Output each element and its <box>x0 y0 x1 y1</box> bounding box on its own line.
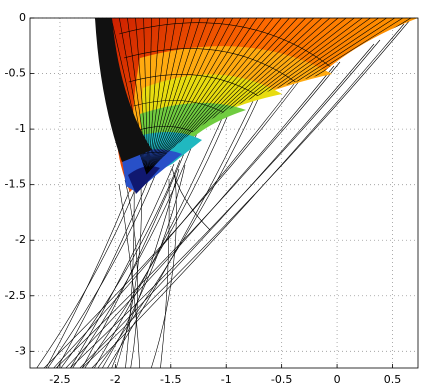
mesh-line <box>118 183 141 368</box>
mesh-line <box>81 128 195 368</box>
y-tick-label: -2 <box>15 233 26 246</box>
x-tick-label: 0 <box>334 373 341 386</box>
surface-wires <box>36 19 411 368</box>
mesh-line <box>147 18 161 179</box>
mesh-line <box>147 18 258 179</box>
surface-band <box>128 166 160 194</box>
ticks: -2.5 -2 -1.5 -1 -0.5 0 0.5 0 -0.5 -1 -1.5 -2 -2.5 -3 <box>5 11 402 386</box>
x-tick-label: -0.5 <box>271 373 292 386</box>
mesh-line <box>65 65 335 368</box>
x-tick-label: -2.5 <box>49 373 70 386</box>
x-tick-label: 0.5 <box>384 373 402 386</box>
mesh-line <box>147 18 201 179</box>
mesh-line <box>69 39 381 368</box>
y-tick-label: -1.5 <box>5 178 26 191</box>
mesh-line <box>147 18 274 179</box>
mesh-line <box>70 163 175 368</box>
mesh-line <box>97 94 261 368</box>
mesh-line <box>53 83 295 368</box>
mesh-line <box>147 18 185 179</box>
x-tick-label: -1.5 <box>160 373 181 386</box>
mesh-line <box>160 178 170 368</box>
mesh-line <box>147 18 169 179</box>
mesh-line <box>171 167 211 231</box>
surface-dense-mesh <box>95 18 152 162</box>
y-tick-label: -0.5 <box>5 67 26 80</box>
mesh-line <box>91 23 405 368</box>
mesh-line <box>147 18 209 179</box>
mesh-line <box>107 98 255 368</box>
plot-frame <box>29 17 419 369</box>
mesh-line <box>147 18 225 179</box>
surface <box>36 18 418 368</box>
surface-band <box>141 74 282 172</box>
mesh-line <box>147 18 233 179</box>
mesh-line <box>79 43 375 368</box>
mesh-line <box>147 18 193 179</box>
y-tick-label: 0 <box>19 11 26 24</box>
mesh-line <box>147 18 250 179</box>
y-tick-label: -2.5 <box>5 289 26 302</box>
mesh-line <box>150 174 177 368</box>
mesh-line <box>72 124 201 368</box>
mesh-line <box>124 179 138 368</box>
y-tick-label: -1 <box>15 122 26 135</box>
mesh-line <box>101 164 186 368</box>
x-tick-label: -2 <box>110 373 121 386</box>
mesh-line <box>147 18 217 179</box>
mesh-line <box>147 18 242 179</box>
mesh-line <box>147 18 266 179</box>
mesh-line <box>47 149 166 368</box>
x-tick-label: -1 <box>221 373 232 386</box>
y-tick-label: -3 <box>15 344 26 357</box>
mesh-line <box>125 173 135 368</box>
mesh-line <box>147 18 177 179</box>
mesh-line <box>111 168 180 368</box>
mesh-line <box>84 109 231 368</box>
